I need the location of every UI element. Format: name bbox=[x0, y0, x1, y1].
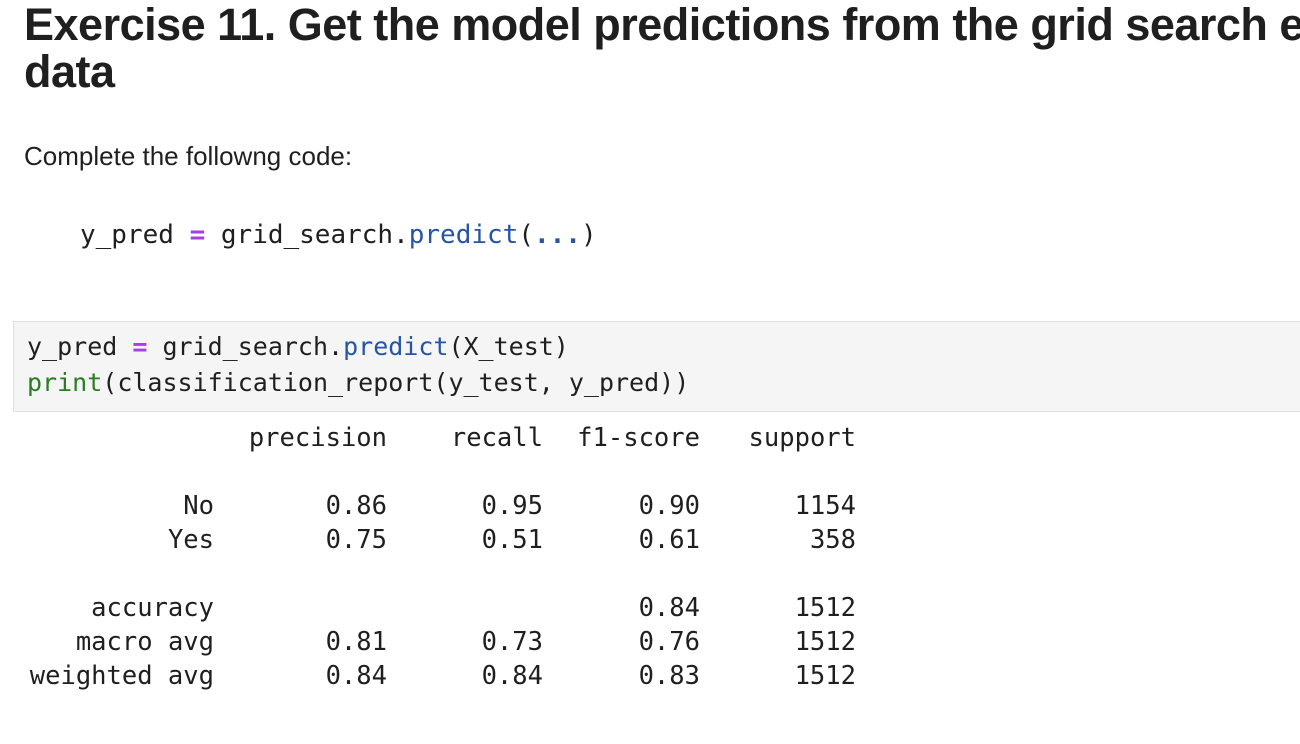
table-cell: 0.76 bbox=[638, 627, 700, 657]
table-cell: 1512 bbox=[794, 627, 856, 657]
code-token: ( bbox=[518, 220, 534, 250]
column-header: f1-score bbox=[577, 423, 700, 453]
table-cell: 0.90 bbox=[638, 491, 700, 521]
code-token: predict bbox=[408, 220, 519, 250]
table-cell: 1154 bbox=[794, 491, 856, 521]
row-label: Yes bbox=[167, 525, 214, 555]
code-line: y_pred = grid_search.predict(X_test) bbox=[27, 332, 569, 361]
table-cell: 0.83 bbox=[638, 661, 700, 691]
heading-line: data bbox=[24, 46, 115, 97]
code-token: grid_search. bbox=[147, 332, 344, 361]
table-cell: 0.61 bbox=[638, 525, 700, 555]
table-cell: 0.95 bbox=[481, 491, 543, 521]
code-token: predict bbox=[343, 332, 449, 361]
code-cell[interactable]: y_pred = grid_search.predict(X_test) pri… bbox=[13, 321, 1300, 412]
column-header: precision bbox=[248, 423, 387, 453]
row-label: No bbox=[183, 491, 214, 521]
code-token: = bbox=[132, 332, 148, 361]
table-cell: 358 bbox=[809, 525, 856, 555]
code-token: y_pred bbox=[80, 220, 190, 250]
example-code: y_pred = grid_search.predict(...) bbox=[80, 220, 597, 250]
code-token: = bbox=[189, 220, 206, 250]
column-header: recall bbox=[450, 423, 543, 453]
table-cell: 0.84 bbox=[638, 593, 700, 623]
code-token: y_pred bbox=[27, 332, 133, 361]
table-cell: 0.84 bbox=[325, 661, 387, 691]
table-cell: 1512 bbox=[794, 593, 856, 623]
code-token: ) bbox=[580, 220, 597, 250]
row-label: accuracy bbox=[91, 593, 214, 623]
table-cell: 0.86 bbox=[325, 491, 387, 521]
code-token: (classification_report(y_test, y_pred)) bbox=[102, 368, 690, 397]
column-header: support bbox=[748, 423, 856, 453]
row-label: macro avg bbox=[75, 627, 214, 657]
table-cell: 1512 bbox=[794, 661, 856, 691]
code-token: ... bbox=[533, 220, 581, 250]
code-token: (X_test) bbox=[448, 332, 569, 361]
heading-line: Exercise 11. Get the model predictions f… bbox=[24, 0, 1300, 50]
row-label: weighted avg bbox=[29, 661, 214, 691]
table-cell: 0.75 bbox=[325, 525, 387, 555]
code-token: grid_search. bbox=[205, 220, 409, 250]
table-cell: 0.81 bbox=[325, 627, 387, 657]
table-cell: 0.84 bbox=[481, 661, 543, 691]
table-cell: 0.51 bbox=[481, 525, 543, 555]
code-token: print bbox=[27, 368, 103, 397]
code-line: print(classification_report(y_test, y_pr… bbox=[27, 368, 689, 397]
table-cell: 0.73 bbox=[481, 627, 543, 657]
paragraph: Complete the followng code: bbox=[24, 141, 353, 171]
